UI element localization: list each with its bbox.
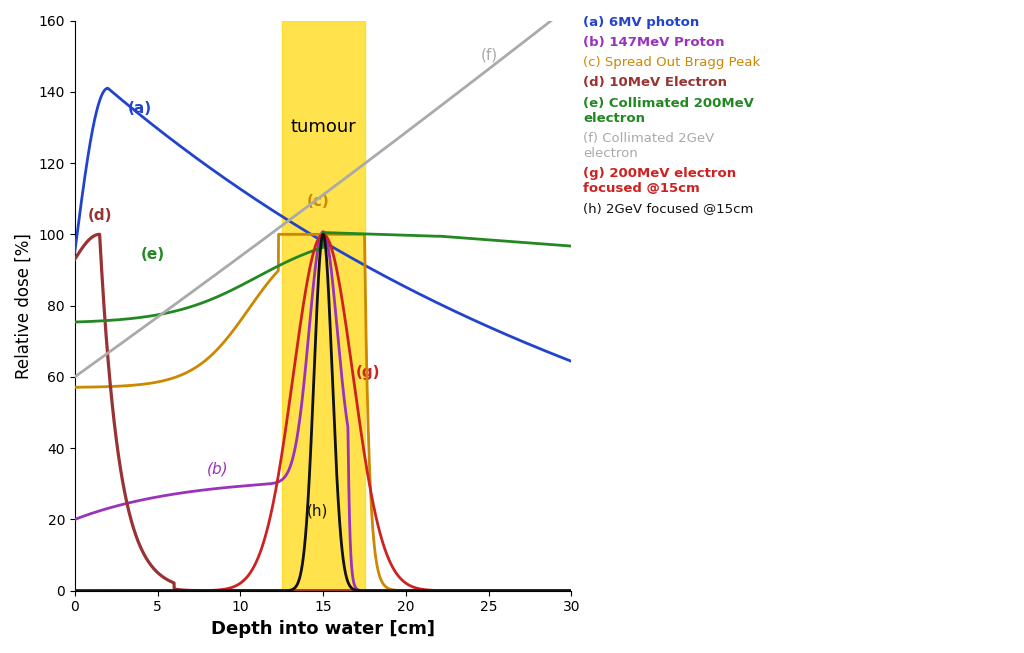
Text: (h): (h)	[306, 504, 328, 519]
Text: (g): (g)	[356, 365, 381, 380]
X-axis label: Depth into water [cm]: Depth into water [cm]	[211, 620, 435, 638]
Text: (a): (a)	[128, 101, 152, 116]
Text: tumour: tumour	[290, 118, 356, 136]
Y-axis label: Relative dose [%]: Relative dose [%]	[15, 232, 33, 379]
Text: (c): (c)	[306, 194, 330, 209]
Text: (b): (b)	[207, 461, 228, 476]
Text: (e): (e)	[141, 247, 165, 263]
Text: (d): (d)	[88, 208, 113, 223]
Bar	[282, 20, 365, 591]
Legend: (a) 6MV photon, (b) 147MeV Proton, (c) Spread Out Bragg Peak, (d) 10MeV Electron: (a) 6MV photon, (b) 147MeV Proton, (c) S…	[583, 16, 760, 215]
Text: (f): (f)	[480, 48, 498, 63]
